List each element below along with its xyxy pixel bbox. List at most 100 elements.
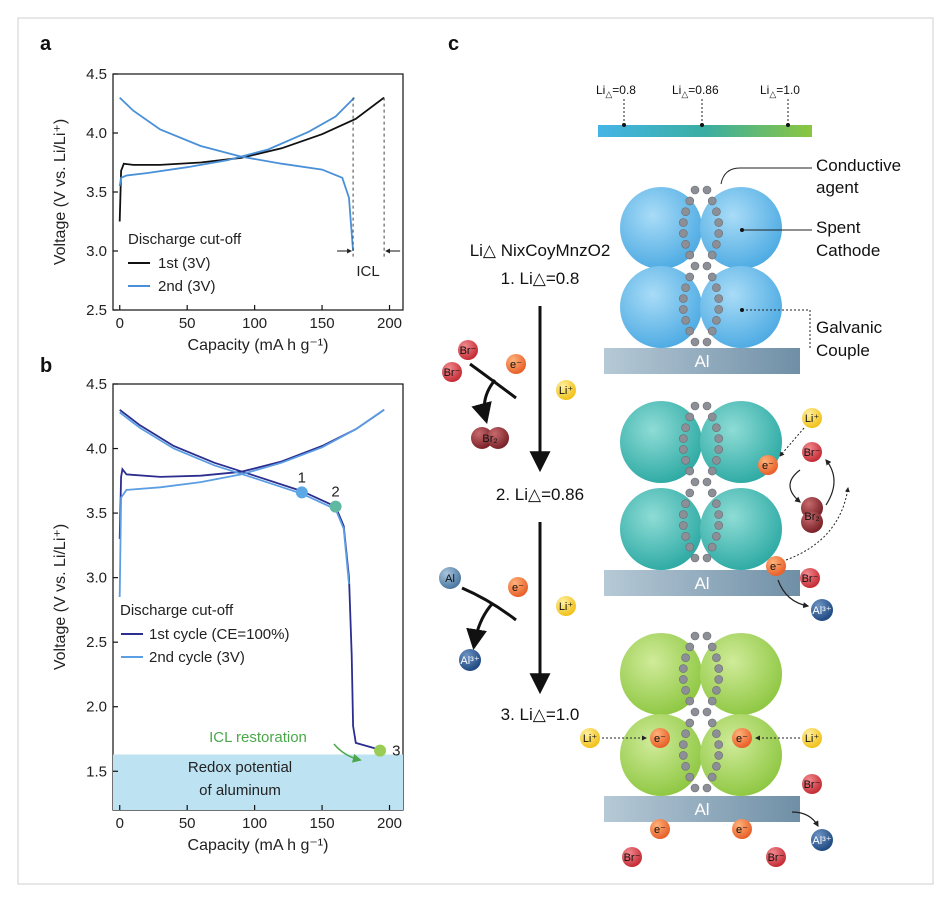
electron-icon-3	[758, 455, 778, 475]
conductive-agent-bead	[714, 664, 724, 673]
conductive-agent-bead	[702, 185, 712, 195]
li-to-electron-arrow	[779, 427, 805, 457]
li-ion-icon-4	[580, 728, 600, 748]
conductive-agent-bead	[678, 740, 688, 749]
li-ion-label-2: Li⁺	[559, 601, 574, 613]
conductive-agent-bead	[714, 521, 724, 530]
conductive-agent-bead	[714, 218, 724, 227]
li-gradient-bar	[598, 125, 812, 137]
al-substrate-label: Al	[694, 352, 709, 371]
chart-b-legend-label-1: 1st cycle (CE=100%)	[149, 626, 289, 643]
br-ion-icon-2	[442, 362, 462, 382]
step-1-label: 1. Li△=0.8	[501, 269, 580, 288]
electron-icon-4	[766, 556, 786, 576]
conductive-agent-bead	[712, 499, 721, 509]
x-tick-label: 0	[116, 315, 124, 332]
galvanic-couple-leader	[742, 309, 811, 350]
conductive-agent-bead	[685, 250, 695, 260]
br-ion-icon	[458, 340, 478, 360]
series-line-1-charge	[118, 96, 385, 222]
conductive-agent-bead	[685, 196, 695, 206]
electron-label-2: e⁻	[512, 582, 524, 594]
x-tick-label: 200	[377, 315, 402, 332]
conductive-agent-bead	[681, 455, 690, 465]
conductive-agent-bead	[707, 326, 717, 336]
y-tick-label: 4.0	[86, 441, 107, 458]
conductive-agent-bead	[685, 696, 695, 706]
br-ion-label-4: Br⁻	[802, 573, 819, 585]
stage-3-particles: Al e⁻ e⁻ Li⁺ Li⁺ e⁻ e⁻ Br⁻ Br⁻ Br⁻ Al³⁺	[580, 631, 833, 867]
br2-molecule-icon-2	[487, 427, 509, 449]
conductive-agent-bead	[712, 207, 721, 216]
x-tick-label: 50	[179, 815, 196, 832]
conductive-agent-leader	[720, 167, 812, 185]
conductive-agent-bead	[712, 283, 721, 293]
br-ion-label-7: Br⁻	[804, 779, 821, 791]
cathode-particle	[620, 633, 702, 715]
gradient-label-3: Li△=1.0	[760, 83, 800, 99]
cathode-particle	[700, 187, 782, 269]
series-line-1-discharge	[119, 409, 384, 752]
conductive-agent-bead	[707, 250, 717, 260]
x-tick-label: 50	[179, 315, 196, 332]
chart-b-icl-arrow	[333, 743, 362, 763]
conductive-agent-bead	[714, 675, 724, 684]
series-line-2-charge	[118, 409, 385, 598]
y-tick-label: 3.5	[86, 505, 107, 522]
x-tick-label: 150	[310, 815, 335, 832]
conductive-agent-bead	[714, 740, 724, 749]
li-ion-icon-2	[556, 596, 576, 616]
gradient-label-2: Li△=0.86	[672, 83, 719, 99]
x-tick-label: 200	[377, 815, 402, 832]
br2-molecule-icon	[471, 427, 493, 449]
br2-molecule-icon-4	[801, 511, 823, 533]
conductive-agent-bead	[678, 664, 688, 673]
panel-letter-a: a	[40, 33, 52, 55]
al-substrate-label: Al	[694, 800, 709, 819]
br-cycle-arrow	[789, 469, 801, 503]
conductive-agent-bead	[678, 229, 688, 238]
al-substrate-label: Al	[694, 574, 709, 593]
y-tick-label: 1.5	[86, 763, 107, 780]
conductive-agent-bead	[685, 466, 695, 476]
spent-cathode-label: Spent	[816, 218, 861, 237]
electron-icon-5	[650, 728, 670, 748]
gradient-dot-3	[786, 123, 790, 127]
gradient-label-1: Li△=0.8	[596, 83, 636, 99]
y-tick-label: 4.0	[86, 125, 107, 142]
chart-a-icl-label: ICL	[356, 263, 379, 280]
conductive-agent-bead	[707, 272, 717, 282]
br2-label: Br₂	[482, 433, 497, 445]
series-line-2-charge	[118, 96, 356, 187]
conductive-agent-bead	[685, 326, 695, 336]
step-2-label: 2. Li△=0.86	[496, 485, 584, 504]
al3-ion-label-3: Al³⁺	[812, 835, 831, 847]
state-marker-2	[329, 500, 342, 513]
conductive-agent-bead	[714, 294, 724, 303]
conductive-agent-bead	[690, 553, 700, 563]
al-substrate	[604, 348, 800, 374]
conductive-agent-chain	[678, 401, 724, 563]
br-ion-label-3: Br⁻	[804, 447, 821, 459]
panel-c-diagram: Li△=0.8 Li△=0.86 Li△=1.0 Li△ NixCoyMnzO2…	[439, 83, 901, 867]
x-tick-label: 0	[116, 815, 124, 832]
conductive-agent-bead	[685, 642, 695, 652]
conductive-agent-bead	[678, 510, 688, 519]
br-ion-label: Br⁻	[460, 345, 477, 357]
conductive-agent-bead	[681, 423, 690, 433]
li-ion-icon-5	[802, 728, 822, 748]
conductive-agent-bead	[678, 445, 688, 454]
electron-icon-6	[732, 728, 752, 748]
y-tick-label: 3.0	[86, 570, 107, 587]
conductive-agent-chain	[678, 631, 724, 793]
electron-icon-8	[732, 819, 752, 839]
chart-a-xlabel: Capacity (mA h g⁻¹)	[188, 337, 329, 354]
chart-b-region-line-1: Redox potential	[188, 759, 292, 776]
al3-ion-label-2: Al³⁺	[812, 605, 831, 617]
chart-b-region-line-2: of aluminum	[199, 782, 281, 799]
conductive-agent-bead	[681, 240, 690, 249]
reaction-2-arrow-lower	[466, 603, 494, 651]
conductive-agent-bead	[678, 218, 688, 227]
conductive-agent-bead	[681, 729, 690, 739]
conductive-agent-bead	[702, 553, 712, 563]
